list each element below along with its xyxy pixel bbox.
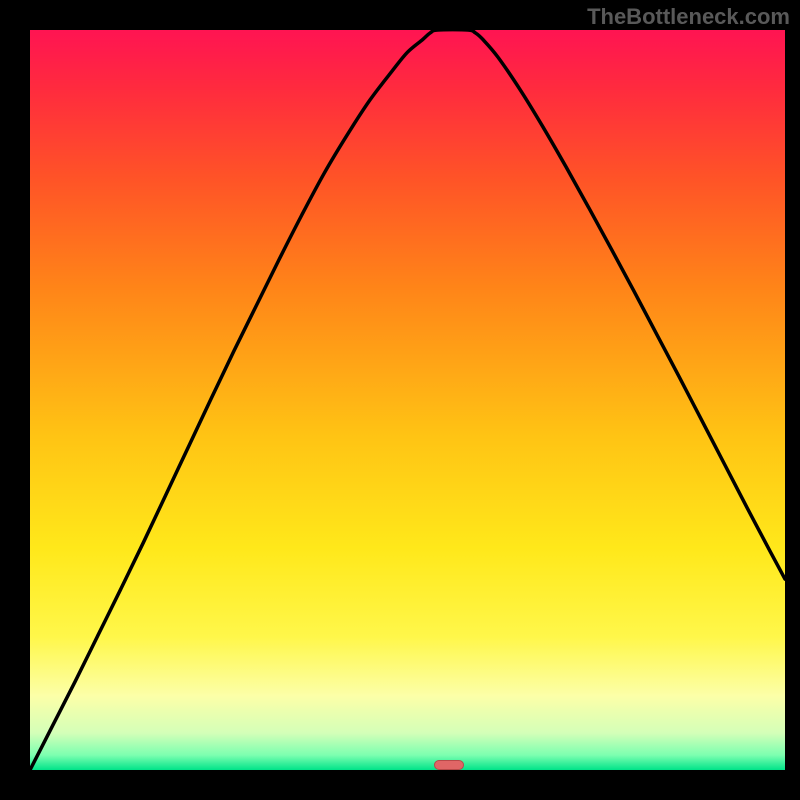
bottleneck-curve: [30, 30, 785, 770]
optimal-marker: [434, 760, 464, 770]
plot-area: [30, 30, 785, 770]
watermark-text: TheBottleneck.com: [587, 4, 790, 30]
chart-container: TheBottleneck.com: [0, 0, 800, 800]
